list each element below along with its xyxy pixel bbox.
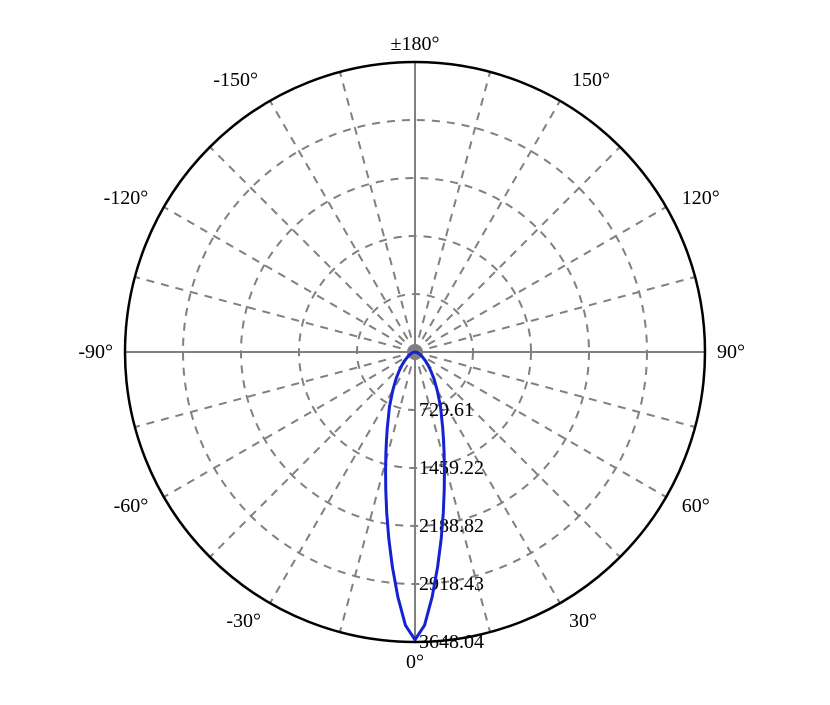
angle-tick-label: 90° <box>717 341 745 363</box>
radial-tick-label: 2918.43 <box>419 573 484 595</box>
angle-tick-label: 120° <box>682 187 720 209</box>
angle-tick-label: -120° <box>104 187 149 209</box>
angle-tick-label: -150° <box>213 69 258 91</box>
angle-tick-label: 60° <box>682 495 710 517</box>
polar-chart: 729.611459.222188.822918.433648.040°30°6… <box>0 0 830 705</box>
radial-tick-label: 1459.22 <box>419 457 484 479</box>
radial-tick-label: 729.61 <box>419 399 474 421</box>
angle-tick-label: -60° <box>114 495 149 517</box>
angle-tick-label: ±180° <box>391 33 440 55</box>
angle-tick-label: 30° <box>569 610 597 632</box>
angle-tick-label: -90° <box>78 341 113 363</box>
radial-tick-label: 2188.82 <box>419 515 484 537</box>
angle-tick-label: -30° <box>226 610 261 632</box>
angle-tick-label: 0° <box>406 651 424 673</box>
angle-tick-label: 150° <box>572 69 610 91</box>
